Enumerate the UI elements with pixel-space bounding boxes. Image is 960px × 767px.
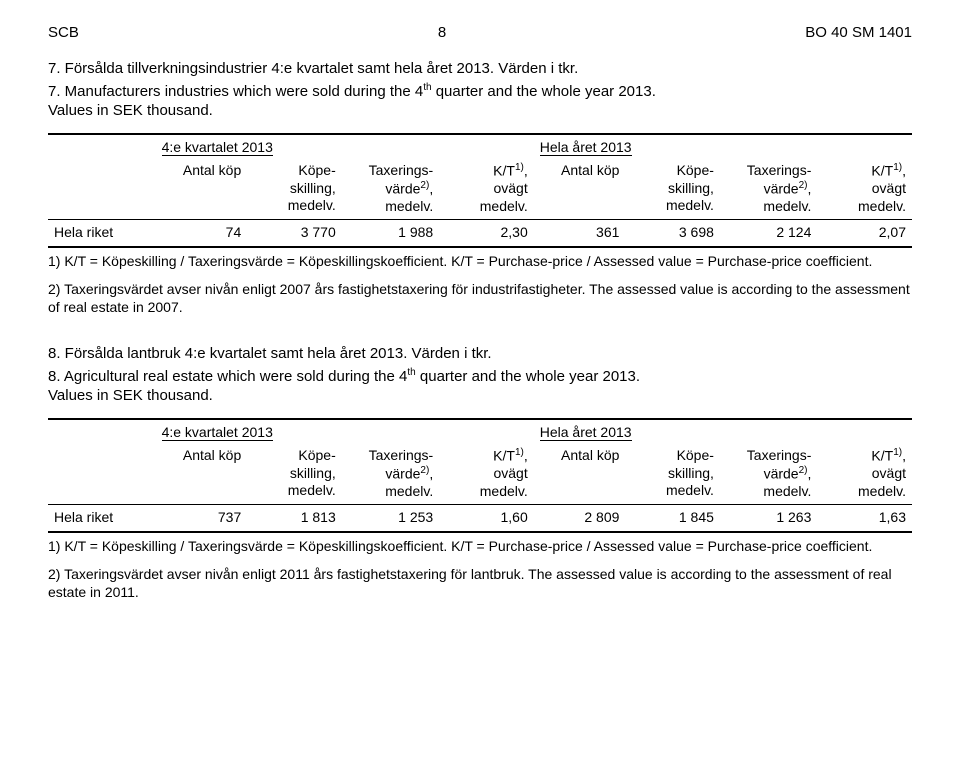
section8-title: 8. Försålda lantbruk 4:e kvartalet samt …	[48, 344, 912, 364]
row-label-8: Hela riket	[48, 505, 156, 532]
s7-c1: 74	[156, 220, 248, 247]
s8-c6: 1 845	[625, 505, 720, 532]
col-tax-2b: Taxerings- värde2), medelv.	[720, 443, 817, 505]
row-label: Hela riket	[48, 220, 156, 247]
col-kope-1b: Köpe- skilling, medelv.	[247, 443, 342, 505]
s8-c4: 1,60	[439, 505, 534, 532]
section8-footnote2: 2) Taxeringsvärdet avser nivån enligt 20…	[48, 565, 912, 601]
col-kt-1b: K/T1), ovägt medelv.	[439, 443, 534, 505]
group-header-q4: 4:e kvartalet 2013	[162, 139, 273, 156]
col-antal-1b: Antal köp	[156, 443, 248, 505]
col-kope-2b: Köpe- skilling, medelv.	[625, 443, 720, 505]
section8-table: 4:e kvartalet 2013 Hela året 2013 Antal …	[48, 418, 912, 533]
s7-c8: 2,07	[817, 220, 912, 247]
s7-c5: 361	[534, 220, 626, 247]
section7-title: 7. Försålda tillverkningsindustrier 4:e …	[48, 59, 912, 79]
section7-data-row: Hela riket 74 3 770 1 988 2,30 361 3 698…	[48, 220, 912, 247]
section8-subtitle-sup: th	[407, 367, 415, 378]
s7-c4: 2,30	[439, 220, 534, 247]
header-right: BO 40 SM 1401	[805, 24, 912, 41]
page-header: SCB 8 BO 40 SM 1401	[48, 24, 912, 41]
s7-c7: 2 124	[720, 220, 817, 247]
section8-footnote1: 1) K/T = Köpeskilling / Taxeringsvärde =…	[48, 537, 912, 555]
col-kope-1: Köpe- skilling, medelv.	[247, 158, 342, 220]
section7-footnote1: 1) K/T = Köpeskilling / Taxeringsvärde =…	[48, 252, 912, 270]
section7-subtitle-line2: Values in SEK thousand.	[48, 102, 213, 119]
section7-subtitle-sup: th	[423, 82, 431, 93]
s7-c2: 3 770	[247, 220, 342, 247]
col-kt-2b: K/T1), ovägt medelv.	[817, 443, 912, 505]
section8-subtitle-part1: 8. Agricultural real estate which were s…	[48, 368, 407, 385]
group-header-year-8: Hela året 2013	[540, 424, 632, 441]
s7-c3: 1 988	[342, 220, 439, 247]
section8-data-row: Hela riket 737 1 813 1 253 1,60 2 809 1 …	[48, 505, 912, 532]
section7-subtitle: 7. Manufacturers industries which were s…	[48, 81, 912, 121]
col-tax-2: Taxerings- värde2), medelv.	[720, 158, 817, 220]
col-kt-1: K/T1), ovägt medelv.	[439, 158, 534, 220]
section7-subtitle-part2: quarter and the whole year 2013.	[432, 83, 656, 100]
header-left: SCB	[48, 24, 79, 41]
s8-c8: 1,63	[817, 505, 912, 532]
section8-subtitle-line2: Values in SEK thousand.	[48, 387, 213, 404]
col-tax-1: Taxerings- värde2), medelv.	[342, 158, 439, 220]
section7-table: 4:e kvartalet 2013 Hela året 2013 Antal …	[48, 133, 912, 248]
header-center: 8	[438, 24, 446, 41]
s8-c7: 1 263	[720, 505, 817, 532]
col-tax-1b: Taxerings- värde2), medelv.	[342, 443, 439, 505]
section7-footnote2: 2) Taxeringsvärdet avser nivån enligt 20…	[48, 280, 912, 316]
s8-c2: 1 813	[247, 505, 342, 532]
s8-c1: 737	[156, 505, 248, 532]
s8-c5: 2 809	[534, 505, 626, 532]
col-antal-1: Antal köp	[156, 158, 248, 220]
col-kope-2: Köpe- skilling, medelv.	[625, 158, 720, 220]
col-antal-2: Antal köp	[534, 158, 626, 220]
s8-c3: 1 253	[342, 505, 439, 532]
s7-c6: 3 698	[625, 220, 720, 247]
col-kt-2: K/T1), ovägt medelv.	[817, 158, 912, 220]
group-header-q4-8: 4:e kvartalet 2013	[162, 424, 273, 441]
section7-subtitle-part1: 7. Manufacturers industries which were s…	[48, 83, 423, 100]
group-header-year: Hela året 2013	[540, 139, 632, 156]
section8-subtitle: 8. Agricultural real estate which were s…	[48, 366, 912, 406]
col-antal-2b: Antal köp	[534, 443, 626, 505]
section8-subtitle-part2: quarter and the whole year 2013.	[416, 368, 640, 385]
